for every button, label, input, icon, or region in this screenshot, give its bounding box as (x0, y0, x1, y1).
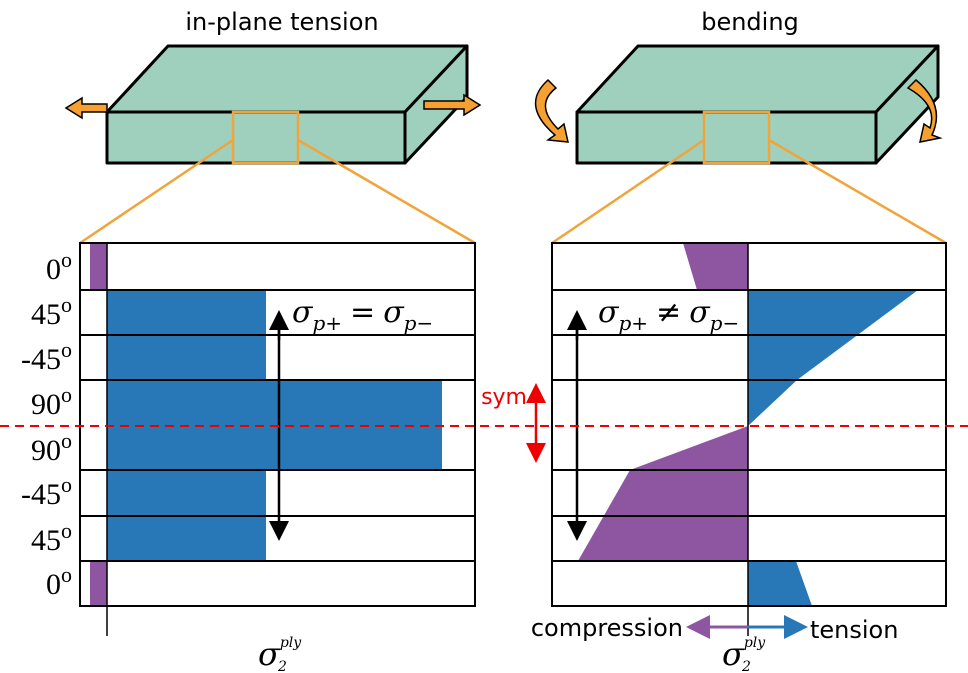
degree-mark: o (61, 472, 72, 497)
degree-mark: o (61, 562, 72, 587)
subscript: p− (710, 311, 740, 335)
degree-mark: o (61, 292, 72, 317)
stress-expression: σp+≠σp− (598, 295, 739, 335)
sym-label: sym (481, 385, 527, 410)
ply-label: 45o (31, 292, 72, 331)
operator: ≠ (656, 295, 681, 330)
symbol: σ (383, 295, 405, 330)
ply-angle: 0 (46, 568, 61, 601)
degree-mark: o (61, 518, 72, 543)
legend-compression: compression (531, 614, 683, 642)
subscript: p− (404, 311, 434, 335)
left-block (107, 46, 467, 163)
degree-mark: o (61, 382, 72, 407)
title: bending (701, 8, 799, 36)
title: in-plane tension (185, 8, 378, 36)
ply-angle: 45 (31, 524, 61, 557)
ply-label: 0o (46, 247, 72, 286)
ply-angle: -45 (21, 343, 61, 376)
ply-label: 90o (31, 382, 72, 421)
symbol: σ (598, 295, 620, 330)
subscript: p+ (312, 311, 342, 335)
ply-angle: 45 (31, 298, 61, 331)
subscript: 2 (741, 659, 751, 673)
superscript: ply (280, 635, 302, 651)
operator: = (350, 295, 375, 330)
degree-mark: o (61, 247, 72, 272)
symbol: σ (689, 295, 711, 330)
subscript: p+ (618, 311, 648, 335)
ply-label: -45o (21, 472, 72, 511)
left-panel (80, 243, 475, 636)
diagram: in-plane tensionbending0o45o-45o90o90o-4… (0, 0, 968, 673)
stress-expression: σp+=σp− (292, 295, 433, 335)
degree-mark: o (61, 428, 72, 453)
ply-angle: 0 (46, 253, 61, 286)
right-block (577, 46, 938, 163)
degree-mark: o (61, 337, 72, 362)
ply-angle: 90 (31, 434, 61, 467)
symbol: σ (292, 295, 314, 330)
superscript: ply (744, 635, 766, 651)
ply-label: -45o (21, 337, 72, 376)
subscript: 2 (277, 659, 287, 673)
ply-label: 0o (46, 562, 72, 601)
ply-label: 45o (31, 518, 72, 557)
ply-angle: -45 (21, 478, 61, 511)
legend-tension: tension (810, 616, 898, 644)
ply-angle: 90 (31, 388, 61, 421)
ply-label: 90o (31, 428, 72, 467)
